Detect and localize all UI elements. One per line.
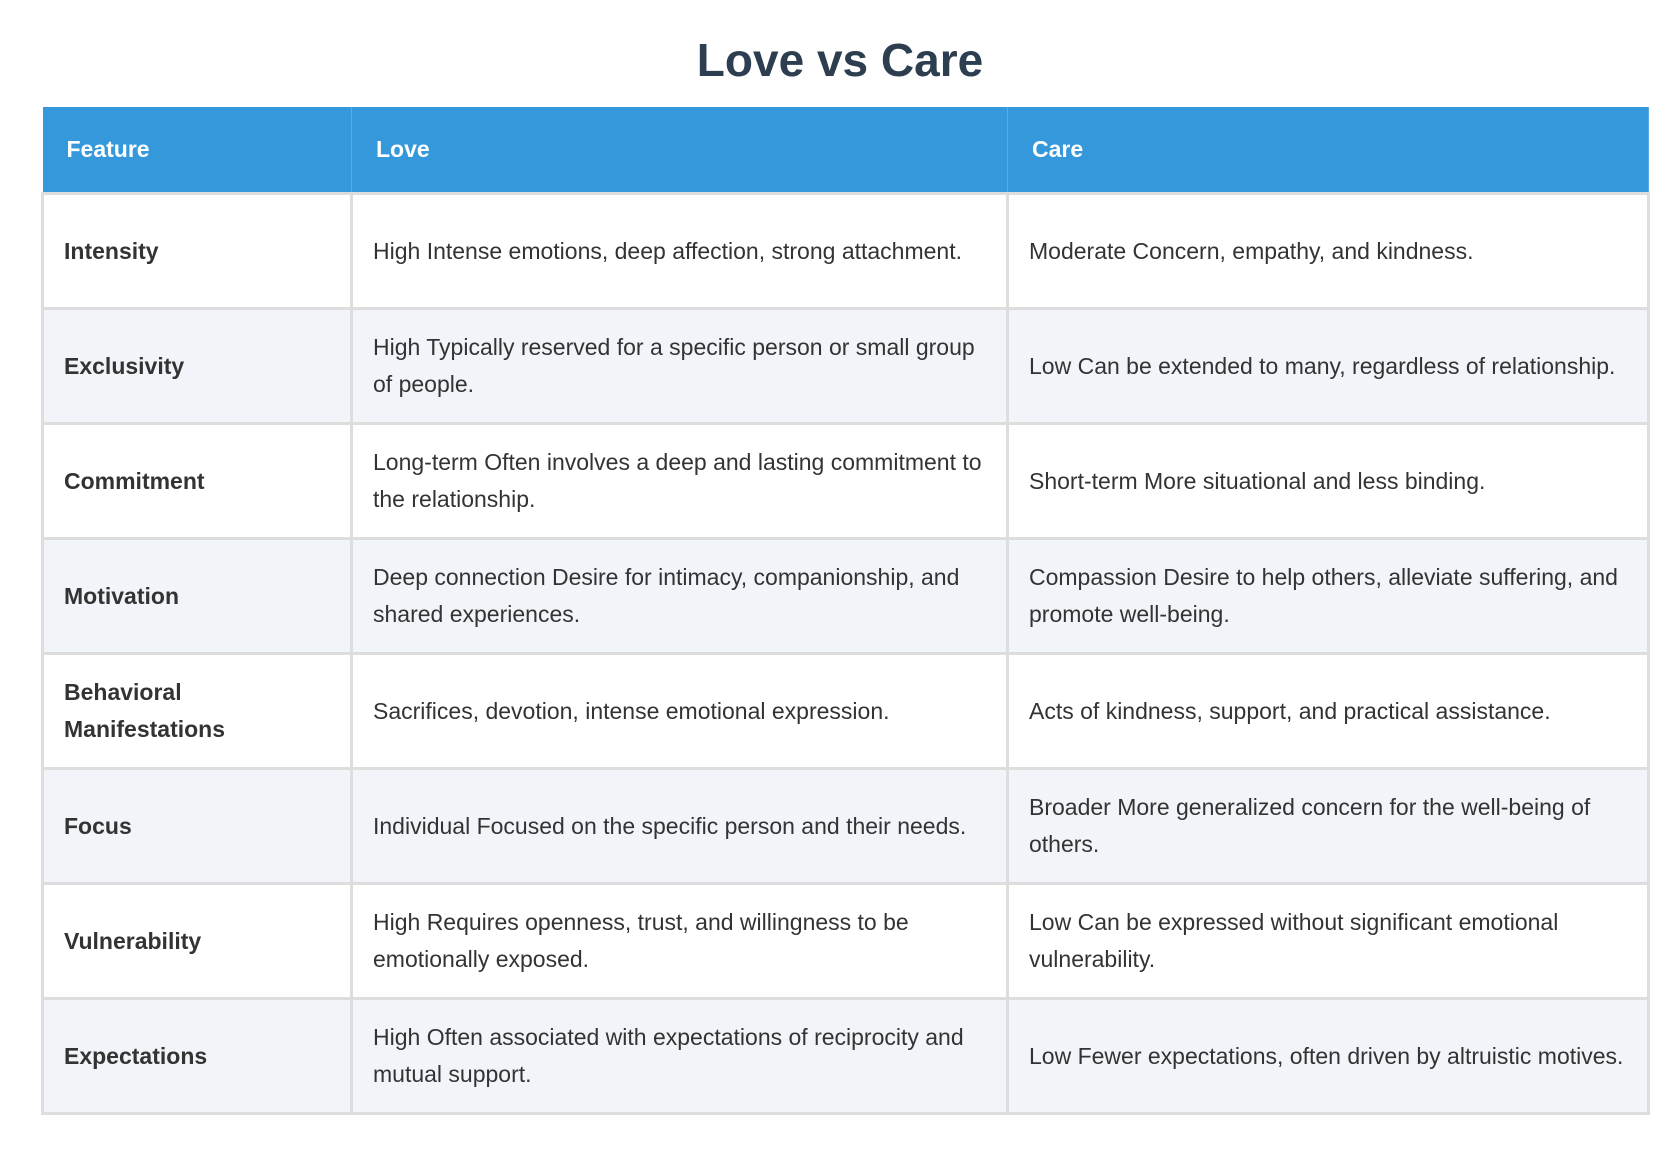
table-row: Motivation Deep connection Desire for int… — [41, 537, 1650, 655]
table-row: Intensity High Intense emotions, deep aff… — [41, 192, 1650, 310]
header-care: Care — [1007, 107, 1649, 195]
care-cell: Low Fewer expectations, often driven by … — [1006, 997, 1650, 1115]
care-cell: Acts of kindness, support, and practical… — [1006, 652, 1650, 770]
table-row: Commitment Long-term Often involves a dee… — [41, 422, 1650, 540]
table-row: Expectations High Often associated with e… — [41, 997, 1650, 1115]
love-cell: High Intense emotions, deep affection, s… — [350, 192, 1009, 310]
care-cell: Moderate Concern, empathy, and kindness. — [1006, 192, 1650, 310]
header-feature: Feature — [42, 107, 352, 195]
page-title: Love vs Care — [696, 34, 984, 86]
table-header-row: Feature Love Care — [42, 107, 1649, 195]
care-cell: Low Can be expressed without significant… — [1006, 882, 1650, 1000]
comparison-table: Feature Love Care Intensity High Intense … — [41, 107, 1650, 1115]
table-row: Focus Individual Focused on the specific … — [41, 767, 1650, 885]
feature-cell: Exclusivity — [41, 307, 353, 425]
feature-cell: Behavioral Manifestations — [41, 652, 353, 770]
care-cell: Compassion Desire to help others, allevi… — [1006, 537, 1650, 655]
love-cell: Sacrifices, devotion, intense emotional … — [350, 652, 1009, 770]
care-cell: Broader More generalized concern for the… — [1006, 767, 1650, 885]
header-love: Love — [351, 107, 1008, 195]
care-cell: Low Can be extended to many, regardless … — [1006, 307, 1650, 425]
love-cell: Individual Focused on the specific perso… — [350, 767, 1009, 885]
love-cell: High Requires openness, trust, and willi… — [350, 882, 1009, 1000]
feature-cell: Expectations — [41, 997, 353, 1115]
love-cell: High Typically reserved for a specific p… — [350, 307, 1009, 425]
feature-cell: Vulnerability — [41, 882, 353, 1000]
table-row: Exclusivity High Typically reserved for a… — [41, 307, 1650, 425]
feature-cell: Intensity — [41, 192, 353, 310]
love-cell: Deep connection Desire for intimacy, com… — [350, 537, 1009, 655]
love-cell: High Often associated with expectations … — [350, 997, 1009, 1115]
table-row: Behavioral Manifestations Sacrifices, dev… — [41, 652, 1650, 770]
love-cell: Long-term Often involves a deep and last… — [350, 422, 1009, 540]
care-cell: Short-term More situational and less bin… — [1006, 422, 1650, 540]
feature-cell: Motivation — [41, 537, 353, 655]
table-row: Vulnerability High Requires openness, tru… — [41, 882, 1650, 1000]
feature-cell: Commitment — [41, 422, 353, 540]
feature-cell: Focus — [41, 767, 353, 885]
